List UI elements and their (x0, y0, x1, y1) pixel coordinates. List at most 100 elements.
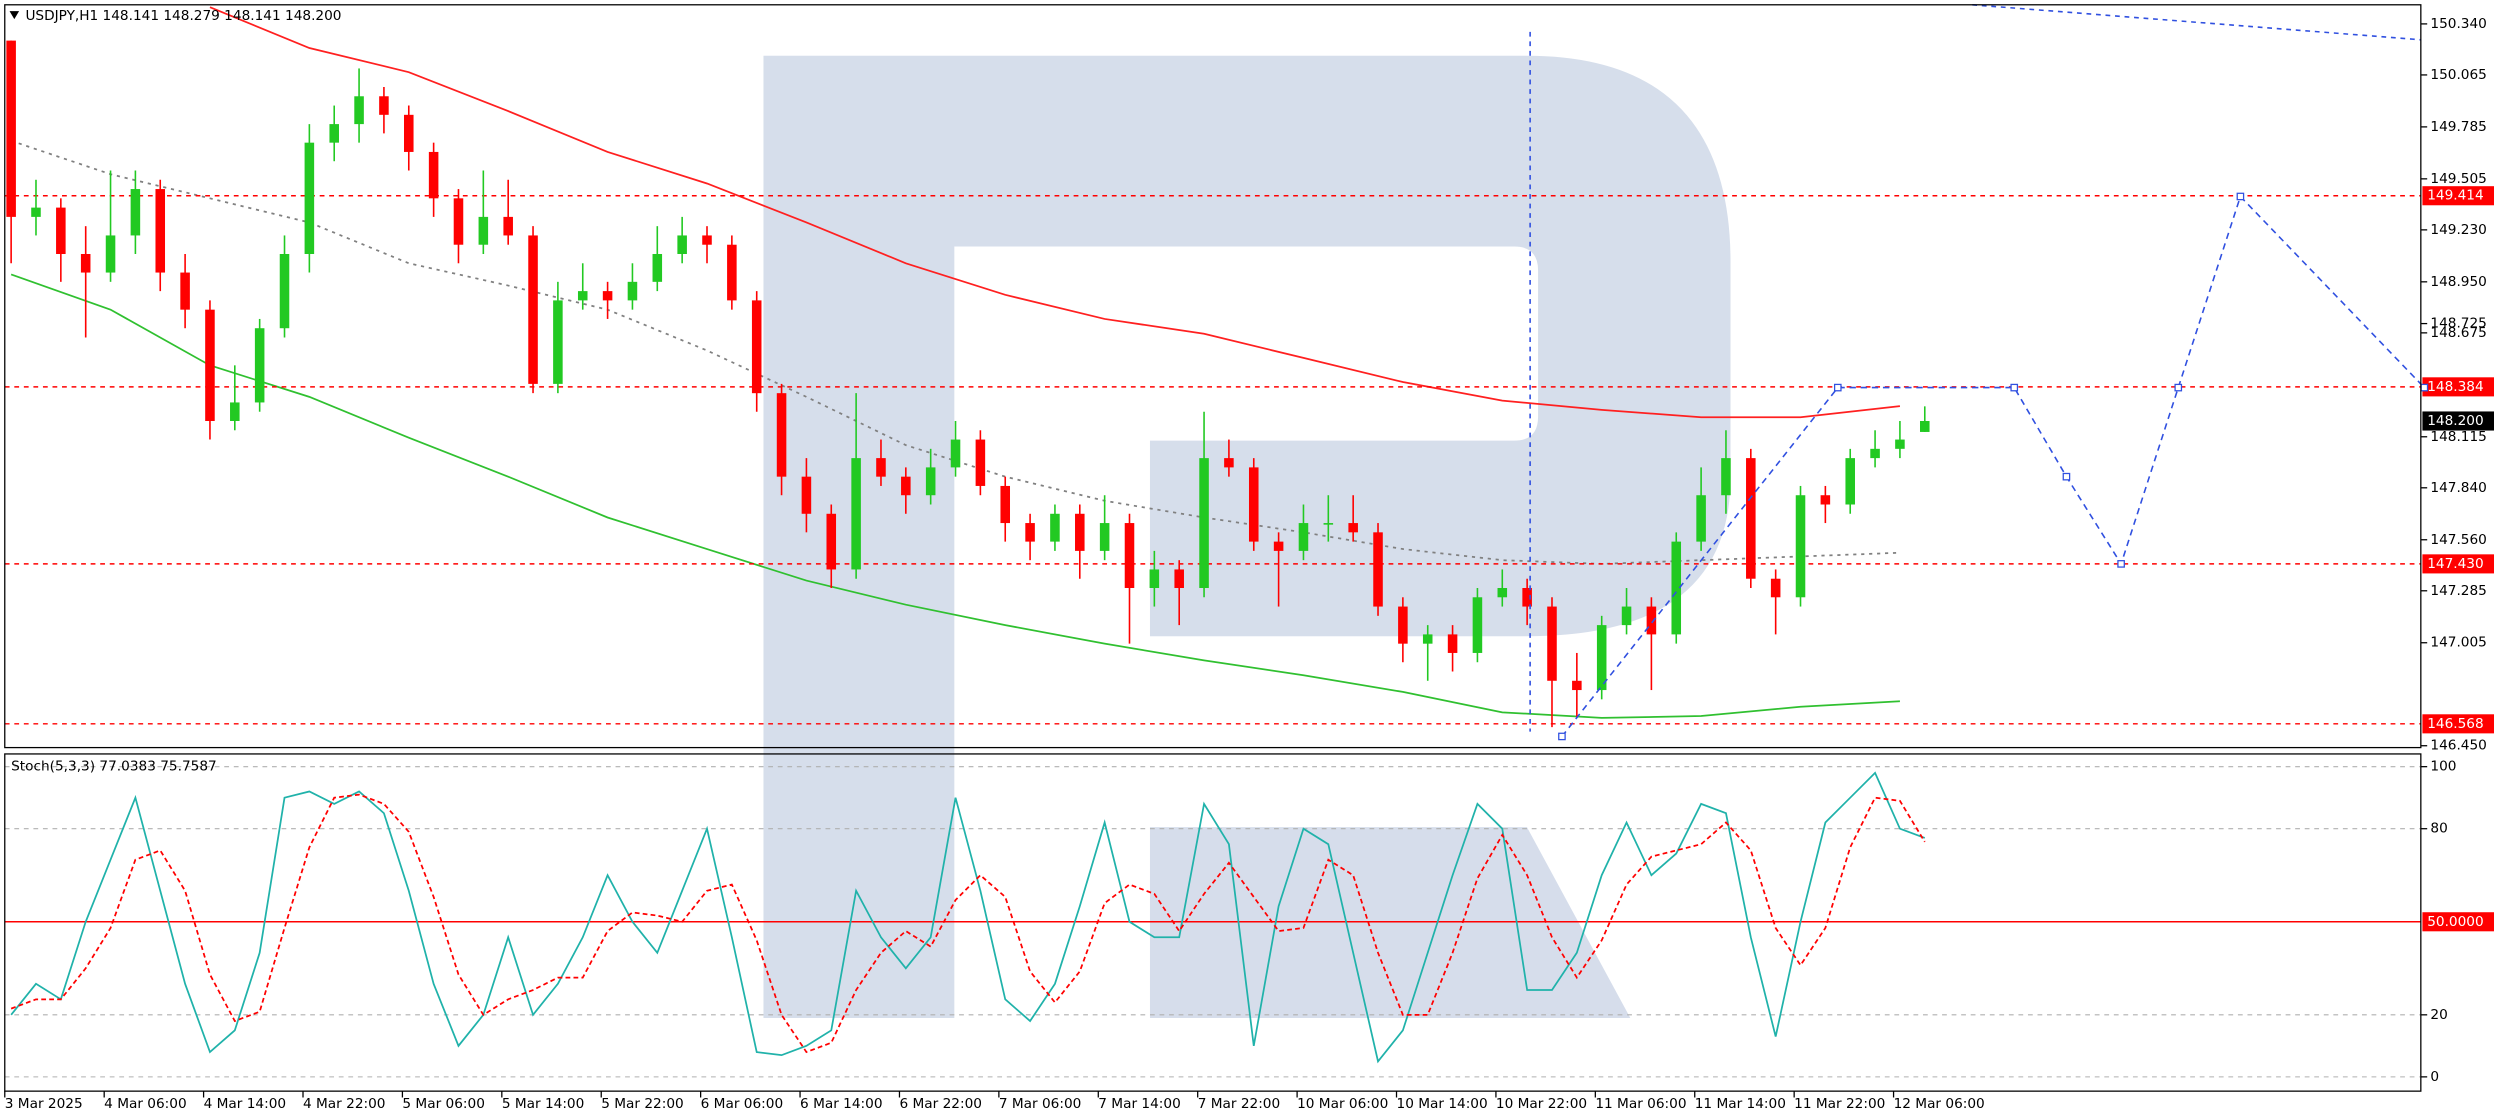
x-tick-label: 5 Mar 14:00 (502, 1096, 584, 1112)
candle-body (1671, 541, 1682, 635)
x-tick-label: 7 Mar 22:00 (1198, 1096, 1281, 1112)
moving-average (10, 139, 1900, 565)
candle-body (1596, 625, 1607, 691)
candle-body (1224, 458, 1234, 468)
x-tick-label: 5 Mar 22:00 (601, 1096, 684, 1112)
candle-body (1298, 523, 1309, 551)
forecast-point (1833, 383, 1842, 392)
y-tick-label: 148.950 (2430, 274, 2486, 290)
watermark-r (763, 55, 1731, 1018)
candle-body (801, 476, 812, 514)
menu-arrow (9, 11, 20, 20)
x-tick-label: 4 Mar 06:00 (104, 1096, 187, 1112)
forecast-point (1558, 732, 1566, 741)
candle-body (279, 253, 290, 329)
candle-body (1000, 485, 1011, 524)
x-tick-label: 11 Mar 14:00 (1695, 1096, 1786, 1112)
candle-body (1870, 448, 1880, 459)
candle-body (1497, 588, 1508, 598)
level-label: 147.430 (2427, 556, 2483, 572)
y-tick-label: 147.560 (2430, 532, 2486, 548)
candle-body (453, 198, 464, 245)
level-label-box (2422, 377, 2494, 397)
y-tick-label: 146.450 (2430, 738, 2486, 754)
candle-body (1273, 541, 1284, 551)
candle-body (975, 439, 986, 486)
candle-body (31, 207, 41, 217)
candle-body (304, 142, 315, 254)
candle-body (727, 244, 737, 301)
level-label: 149.414 (2427, 188, 2483, 204)
level-label-box (2422, 714, 2494, 734)
x-tick-label: 5 Mar 06:00 (402, 1096, 484, 1112)
y-tick-label: 147.840 (2430, 480, 2486, 496)
candle-body (1199, 458, 1209, 589)
candle-body (901, 476, 911, 496)
current-price-label: 148.200 (2427, 413, 2483, 429)
candle-body (254, 328, 265, 403)
x-tick-label: 12 Mar 06:00 (1894, 1096, 1985, 1112)
candle-body (56, 207, 66, 254)
candle-body (1422, 634, 1433, 644)
candle-body (80, 253, 91, 273)
y-tick-label: 147.285 (2430, 583, 2486, 599)
x-tick-label: 4 Mar 22:00 (303, 1096, 386, 1112)
candle-body (577, 291, 588, 301)
candle-body (1696, 495, 1706, 542)
x-tick-label: 10 Mar 22:00 (1496, 1096, 1587, 1112)
candle-body (428, 151, 439, 199)
candle-body (627, 281, 638, 301)
x-tick-label: 4 Mar 14:00 (204, 1096, 287, 1112)
candle-body (1025, 523, 1035, 542)
x-tick-label: 7 Mar 06:00 (999, 1096, 1082, 1112)
level-label: 146.568 (2427, 716, 2483, 732)
forecast-point (2062, 472, 2071, 481)
candle-body (652, 253, 663, 282)
forecast-point (2117, 560, 2125, 568)
x-tick-label: 11 Mar 06:00 (1595, 1096, 1686, 1112)
candle-body (602, 291, 613, 301)
candle-body (1075, 513, 1085, 551)
candle-body (1795, 495, 1806, 598)
candle-body (404, 114, 414, 152)
candle-body (751, 300, 762, 394)
candle-body (1472, 597, 1483, 653)
candle-body (1099, 523, 1110, 551)
candle-body (329, 124, 339, 143)
candle-body (1820, 495, 1831, 505)
candle-body (1447, 634, 1458, 653)
price-panel: 150.340 150.065 149.785 149.505 149.230 148.9… (4, 6, 2494, 754)
y-tick-label: 150.340 (2430, 16, 2486, 32)
stoch-line (10, 793, 1926, 1054)
y-tick-label: 148.675 (2430, 325, 2486, 341)
y-tick-label: 149.505 (2430, 171, 2486, 187)
candle-body (354, 96, 364, 125)
candle-body (1050, 513, 1060, 542)
y-tick-label: 0 (2430, 1069, 2439, 1085)
candle-body (230, 402, 240, 422)
x-tick-label: 11 Mar 22:00 (1794, 1096, 1885, 1112)
candle-body (1323, 523, 1334, 525)
candle-body (876, 458, 886, 477)
y-tick-label: 100 (2430, 759, 2456, 775)
candle-body (1770, 578, 1781, 598)
chart-title: USDJPY,H1 148.141 148.279 148.141 148.20… (25, 8, 341, 24)
stoch-title: Stoch(5,3,3) 77.0383 75.7587 (11, 759, 217, 775)
candle-body (105, 235, 116, 273)
current-price-box (2422, 411, 2494, 431)
y-tick-label: 150.065 (2430, 67, 2486, 83)
candle-body (1746, 458, 1756, 579)
candle-body (1895, 439, 1905, 449)
level-label-box (2422, 186, 2494, 206)
x-tick-label: 3 Mar 2025 (5, 1096, 83, 1112)
level-label: 50.0000 (2427, 914, 2483, 930)
x-tick-label: 6 Mar 14:00 (800, 1096, 882, 1112)
candle-body (677, 235, 687, 254)
price-frame (4, 4, 2422, 749)
y-tick-label: 148.115 (2430, 429, 2486, 445)
candle-body (950, 439, 961, 468)
candle-body (180, 272, 190, 310)
candle-body (155, 189, 166, 273)
candle-body (6, 40, 16, 217)
